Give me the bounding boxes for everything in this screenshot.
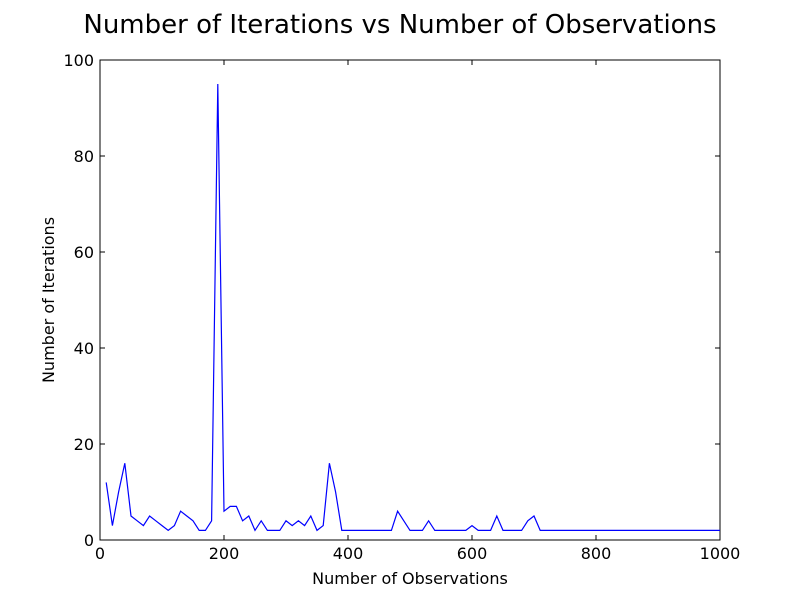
x-tick-label: 1000 xyxy=(700,544,741,563)
y-tick-label: 100 xyxy=(63,51,94,70)
series-layer xyxy=(105,83,720,532)
y-tick-label: 40 xyxy=(74,339,94,358)
x-axis-title: Number of Observations xyxy=(312,569,508,588)
y-axis-title: Number of Iterations xyxy=(39,217,58,383)
x-tick-label: 400 xyxy=(333,544,364,563)
series-line xyxy=(105,83,720,532)
x-tick-label: 800 xyxy=(581,544,612,563)
y-tick-label: 80 xyxy=(74,147,94,166)
y-tick-label: 20 xyxy=(74,435,94,454)
chart-title: Number of Iterations vs Number of Observ… xyxy=(83,10,716,40)
x-tick-label: 0 xyxy=(95,544,105,563)
plot-area xyxy=(99,59,721,541)
x-tick-label: 200 xyxy=(209,544,240,563)
y-tick-label: 60 xyxy=(74,243,94,262)
x-tick-label: 600 xyxy=(457,544,488,563)
plot-frame xyxy=(99,59,721,541)
ticks-layer: 0 200 400 600 800 1000 0 20 40 60 80 100 xyxy=(63,51,740,563)
y-tick-label: 0 xyxy=(84,531,94,550)
